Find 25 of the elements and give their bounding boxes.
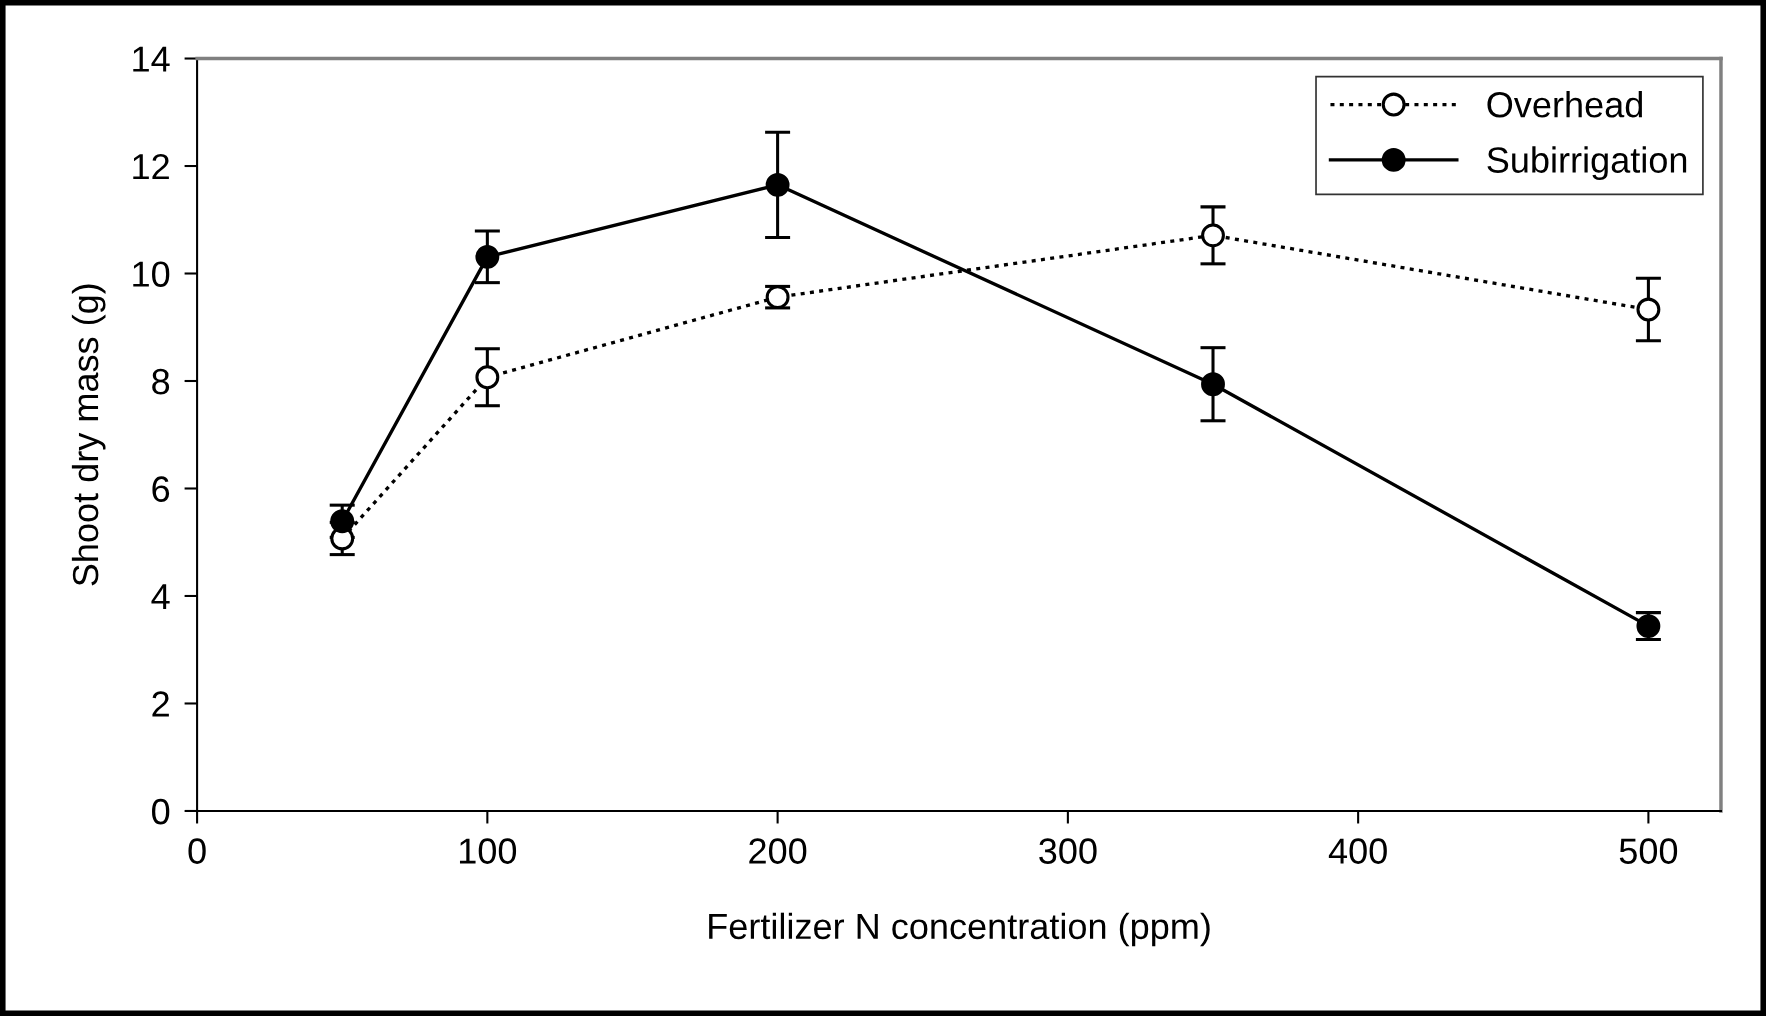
y-tick-label: 14 — [133, 46, 170, 72]
y-tick-label: 12 — [133, 153, 169, 180]
y-tick-label: 6 — [152, 476, 170, 502]
y-tick-label: 2 — [152, 691, 169, 717]
x-tick-label: 200 — [749, 838, 807, 864]
x-axis-title: Fertilizer N concentration (ppm) — [709, 912, 1210, 947]
x-tick-label: 400 — [1328, 838, 1387, 864]
legend-label: Subirrigation — [1487, 146, 1687, 181]
y-tick-label: 0 — [152, 798, 170, 825]
legend-label: Overhead — [1487, 91, 1642, 118]
x-tick-label: 500 — [1619, 838, 1678, 864]
point — [475, 244, 500, 269]
y-axis-title: Shoot dry mass (g) — [71, 284, 106, 586]
point — [1201, 372, 1225, 397]
point — [475, 365, 500, 390]
y-tick-label: 4 — [151, 584, 170, 610]
y-tick-label: 10 — [133, 261, 170, 287]
point — [1201, 223, 1225, 248]
point — [330, 509, 355, 534]
x-tick-label: 100 — [459, 838, 517, 864]
point — [765, 172, 790, 197]
point — [1636, 297, 1661, 322]
y-tick-label: 8 — [152, 368, 170, 395]
x-tick-label: 0 — [188, 838, 206, 864]
x-tick-label: 300 — [1039, 838, 1097, 864]
